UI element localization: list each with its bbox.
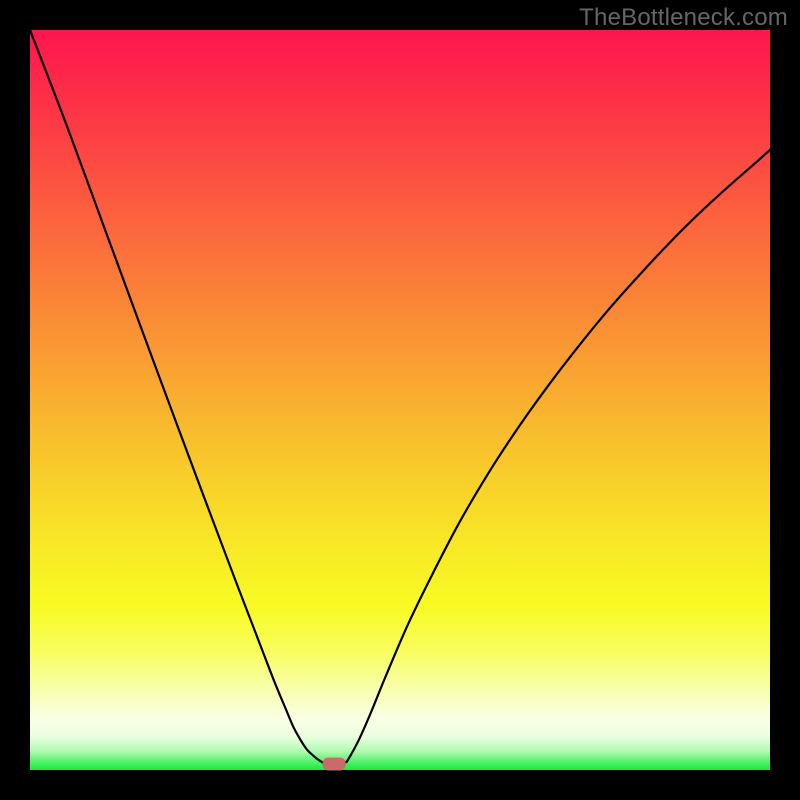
bottleneck-chart — [0, 0, 800, 800]
watermark-text: TheBottleneck.com — [579, 4, 788, 32]
chart-stage: TheBottleneck.com — [0, 0, 800, 800]
gradient-background — [30, 30, 770, 770]
minimum-marker — [323, 758, 345, 770]
